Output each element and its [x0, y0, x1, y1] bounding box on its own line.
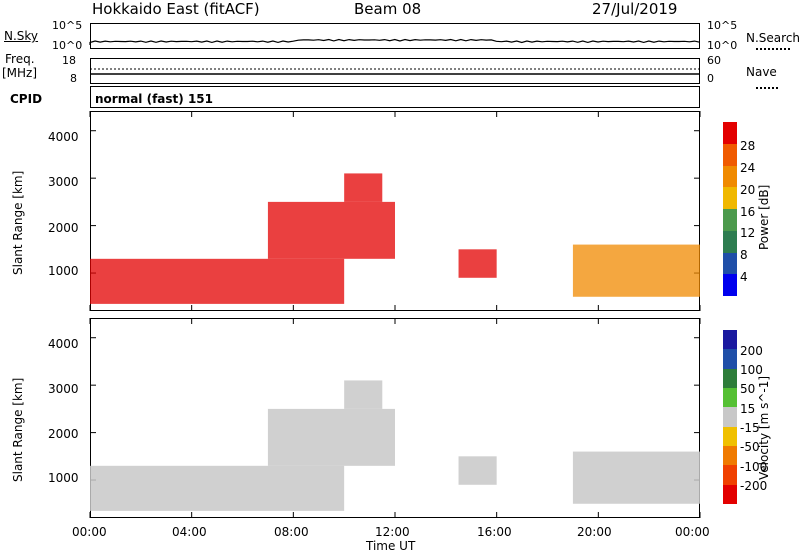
freq-label: Freq. [5, 52, 35, 66]
power-colorbar-segment [723, 165, 737, 188]
velocity-cb-tick-100: 100 [740, 363, 763, 377]
velocity-colorbar [723, 330, 737, 504]
xtick-2400: 00:00 [675, 525, 710, 539]
nsky-trace [89, 38, 700, 45]
cpid-label: CPID [10, 92, 43, 106]
echo-region [90, 465, 345, 511]
power-ytick-2000: 2000 [48, 221, 79, 235]
velocity-colorbar-segment [723, 484, 737, 504]
velocity-ytick-1000: 1000 [48, 471, 79, 485]
power-colorbar-segment [723, 187, 737, 209]
power-colorbar-segment [723, 143, 737, 166]
freq-tick-top: 18 [62, 54, 76, 67]
xtick-0000: 00:00 [72, 525, 107, 539]
radar-title: Hokkaido East (fitACF) [92, 0, 260, 18]
velocity-cb-tick-15: 15 [740, 402, 756, 416]
cpid-panel [90, 86, 700, 108]
echo-region [572, 451, 700, 504]
power-ytick-1000: 1000 [48, 264, 79, 278]
velocity-cb-tick-50: 50 [740, 382, 756, 396]
nave-label: Nave [746, 65, 777, 79]
power-cb-tick-28: 28 [740, 139, 756, 153]
velocity-cb-tick-neg50: -50 [740, 440, 760, 454]
nsearch-tick-top: 10^5 [707, 19, 738, 32]
nsky-tick-bottom: 10^0 [52, 39, 83, 52]
nsearch-dotted-key [756, 48, 790, 50]
velocity-cb-tick-neg15: -15 [740, 421, 760, 435]
power-colorbar [723, 122, 737, 296]
velocity-colorbar-segment [723, 349, 737, 369]
velocity-colorbar-segment [723, 330, 737, 350]
echo-region [458, 249, 497, 278]
power-colorbar-segment [723, 274, 737, 296]
velocity-colorbar-segment [723, 465, 737, 485]
echo-region [344, 173, 383, 202]
xtick-0800: 08:00 [274, 525, 309, 539]
power-colorbar-segment [723, 230, 737, 253]
power-cb-tick-24: 24 [740, 161, 756, 175]
xlabel: Time UT [366, 539, 416, 553]
nave-tick-top: 60 [707, 54, 721, 67]
freq-unit: [MHz] [2, 66, 38, 80]
date-label: 27/Jul/2019 [592, 0, 678, 18]
xtick-0400: 04:00 [172, 525, 207, 539]
velocity-colorbar-segment [723, 387, 737, 408]
nave-tick-bottom: 0 [707, 72, 714, 85]
echo-region [90, 258, 345, 304]
velocity-ytick-2000: 2000 [48, 427, 79, 441]
echo-region [267, 201, 395, 259]
nsearch-label: N.Search [746, 31, 800, 45]
cpid-text: normal (fast) 151 [95, 92, 213, 106]
power-cb-tick-20: 20 [740, 183, 756, 197]
velocity-colorbar-segment [723, 445, 737, 466]
velocity-colorbar-segment [723, 426, 737, 446]
power-cb-tick-4: 4 [740, 270, 748, 284]
echo-region [267, 408, 395, 466]
velocity-cb-tick-200: 200 [740, 344, 763, 358]
power-ytick-4000: 4000 [48, 130, 79, 144]
echo-region [344, 380, 383, 409]
beam-label: Beam 08 [354, 0, 422, 18]
freq-panel [90, 58, 700, 84]
xtick-2000: 20:00 [577, 525, 612, 539]
power-cb-tick-8: 8 [740, 248, 748, 262]
echo-region [572, 244, 700, 297]
freq-tick-bottom: 8 [70, 72, 77, 85]
xtick-1200: 12:00 [375, 525, 410, 539]
xtick-1600: 16:00 [477, 525, 512, 539]
velocity-cb-tick-neg100: -100 [740, 460, 768, 474]
power-colorbar-segment [723, 209, 737, 231]
power-cb-tick-16: 16 [740, 205, 756, 219]
velocity-cb-tick-neg200: -200 [740, 479, 768, 493]
power-colorbar-segment [723, 122, 737, 144]
echo-region [458, 456, 497, 485]
velocity-ytick-3000: 3000 [48, 382, 79, 396]
velocity-colorbar-segment [723, 407, 737, 427]
nsearch-tick-bottom: 10^0 [707, 39, 738, 52]
power-ytick-3000: 3000 [48, 175, 79, 189]
nsky-tick-top: 10^5 [52, 19, 83, 32]
power-cb-tick-12: 12 [740, 226, 756, 240]
nave-dotted-key [756, 87, 778, 89]
nsky-panel [90, 23, 700, 49]
velocity-ytick-4000: 4000 [48, 337, 79, 351]
velocity-colorbar-segment [723, 368, 737, 388]
nsky-label: N.Sky [4, 29, 39, 43]
power-colorbar-segment [723, 252, 737, 275]
